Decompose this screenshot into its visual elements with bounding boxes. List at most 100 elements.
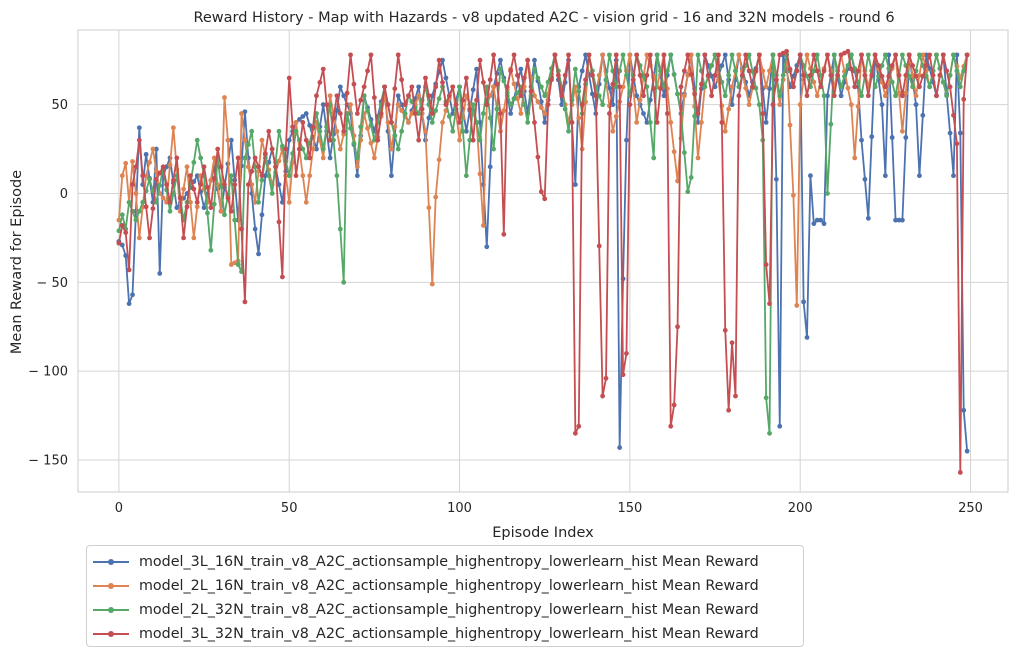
- data-point: [532, 66, 537, 72]
- legend-item: model_3L_16N_train_v8_A2C_actionsample_h…: [87, 550, 759, 574]
- data-point: [733, 68, 738, 74]
- data-point: [790, 192, 796, 198]
- data-point: [375, 137, 381, 143]
- data-point: [143, 204, 149, 210]
- data-point: [825, 93, 830, 99]
- data-point: [944, 93, 950, 99]
- data-point: [406, 93, 411, 99]
- data-point: [893, 217, 898, 223]
- data-point: [542, 196, 548, 202]
- data-point: [746, 102, 752, 108]
- data-point: [862, 176, 868, 182]
- data-point: [143, 151, 149, 157]
- data-point: [130, 292, 135, 298]
- data-point: [167, 208, 173, 214]
- data-point: [310, 124, 316, 130]
- data-point: [259, 137, 265, 143]
- data-point: [491, 52, 496, 58]
- data-point: [167, 199, 173, 205]
- data-point: [211, 175, 217, 181]
- data-point: [317, 128, 323, 134]
- data-point: [119, 212, 125, 218]
- data-point: [518, 111, 524, 116]
- data-point: [814, 68, 820, 74]
- data-point: [532, 120, 537, 125]
- data-point: [583, 52, 588, 58]
- legend-marker: [108, 559, 114, 565]
- data-point: [828, 72, 834, 78]
- data-point: [252, 155, 258, 161]
- data-point: [153, 199, 159, 205]
- data-point: [555, 72, 561, 78]
- data-point: [743, 52, 749, 58]
- data-point: [808, 72, 813, 78]
- data-point: [480, 80, 486, 85]
- data-point: [389, 146, 394, 152]
- data-point: [538, 99, 544, 105]
- data-point: [729, 102, 735, 108]
- data-point: [324, 102, 330, 108]
- data-point: [511, 96, 517, 102]
- data-point: [647, 120, 653, 125]
- data-point: [767, 430, 772, 436]
- data-point: [838, 84, 844, 90]
- data-point: [579, 68, 585, 74]
- data-point: [729, 52, 735, 58]
- data-point: [957, 130, 963, 136]
- data-point: [804, 93, 810, 99]
- data-point: [395, 52, 401, 58]
- x-tick-label: 250: [958, 501, 983, 516]
- data-point: [668, 52, 674, 58]
- data-point: [337, 84, 343, 90]
- data-point: [852, 155, 858, 161]
- data-point: [596, 93, 602, 99]
- data-point: [882, 93, 888, 99]
- data-point: [126, 199, 132, 205]
- data-point: [511, 52, 517, 58]
- data-point: [402, 111, 408, 116]
- data-point: [467, 137, 473, 143]
- data-point: [433, 84, 439, 90]
- data-point: [474, 97, 479, 103]
- data-point: [705, 72, 711, 78]
- data-point: [964, 448, 970, 454]
- data-point: [559, 93, 565, 99]
- data-point: [194, 204, 200, 210]
- data-point: [903, 72, 909, 78]
- data-point: [603, 77, 609, 83]
- data-point: [235, 155, 241, 161]
- x-tick-label: 150: [617, 501, 642, 516]
- data-point: [532, 93, 537, 99]
- data-point: [845, 85, 851, 91]
- data-point: [688, 175, 694, 180]
- data-point: [327, 93, 333, 99]
- data-point: [389, 173, 394, 179]
- data-point: [198, 155, 204, 161]
- data-point: [191, 235, 197, 241]
- data-point: [681, 68, 687, 74]
- data-point: [671, 149, 677, 155]
- data-point: [777, 93, 783, 99]
- data-point: [470, 87, 476, 93]
- data-point: [286, 173, 292, 179]
- data-point: [590, 72, 595, 78]
- data-point: [913, 73, 919, 79]
- data-point: [119, 223, 125, 228]
- data-point: [920, 73, 926, 79]
- data-point: [402, 102, 408, 108]
- data-point: [685, 52, 691, 58]
- data-point: [535, 99, 541, 105]
- x-tick-label: 0: [115, 501, 123, 516]
- data-point: [913, 93, 919, 99]
- legend-swatch-series-3: [93, 607, 129, 613]
- data-point: [852, 84, 858, 90]
- data-point: [147, 176, 152, 182]
- data-point: [463, 75, 469, 81]
- data-point: [392, 133, 398, 139]
- data-point: [678, 84, 684, 90]
- data-point: [348, 102, 353, 108]
- data-point: [681, 93, 687, 99]
- data-point: [685, 189, 691, 195]
- data-point: [831, 93, 837, 99]
